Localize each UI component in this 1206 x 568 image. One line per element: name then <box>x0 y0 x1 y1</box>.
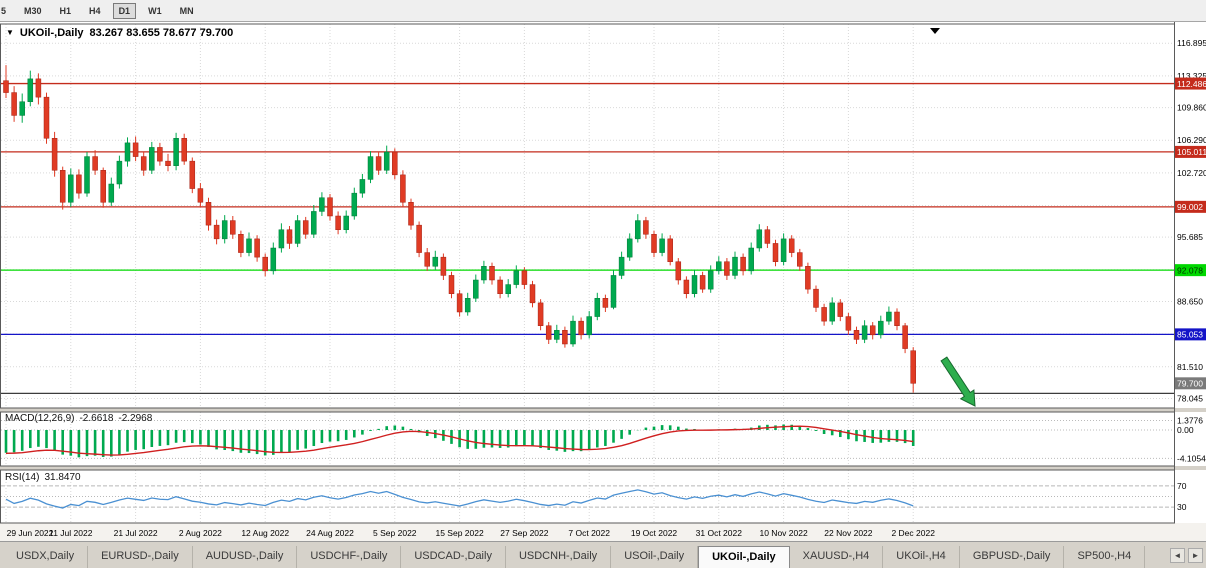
symbol-tabbar: USDX,Daily EURUSD-,Daily AUDUSD-,Daily USDC… <box>0 541 1206 568</box>
svg-text:109.860: 109.860 <box>1177 103 1206 113</box>
svg-text:78.045: 78.045 <box>1177 393 1203 403</box>
svg-text:88.650: 88.650 <box>1177 296 1203 306</box>
tab-usoil-daily[interactable]: USOil-,Daily <box>611 546 699 568</box>
chart-canvas[interactable]: 116.895113.325109.860106.290102.72099.15… <box>0 22 1206 541</box>
svg-text:81.510: 81.510 <box>1177 362 1203 372</box>
svg-text:2 Dec 2022: 2 Dec 2022 <box>891 528 935 538</box>
svg-text:95.685: 95.685 <box>1177 232 1203 242</box>
timeframe-button-mn[interactable]: MN <box>179 5 194 16</box>
svg-text:2 Aug 2022: 2 Aug 2022 <box>179 528 222 538</box>
timeframe-button-5[interactable]: 5 <box>1 5 7 16</box>
tab-ukoil-daily[interactable]: UKOil-,Daily <box>698 546 790 568</box>
tab-usdcad-daily[interactable]: USDCAD-,Daily <box>401 546 506 568</box>
tab-ukoil-h4[interactable]: UKOil-,H4 <box>883 546 960 568</box>
chart-window: 116.895113.325109.860106.290102.72099.15… <box>0 22 1206 541</box>
svg-text:31 Oct 2022: 31 Oct 2022 <box>696 528 743 538</box>
svg-text:15 Sep 2022: 15 Sep 2022 <box>435 528 483 538</box>
svg-text:-4.1054: -4.1054 <box>1177 453 1206 463</box>
svg-text:19 Oct 2022: 19 Oct 2022 <box>631 528 678 538</box>
timeframe-toolbar: 5 M30 H1 H4 D1 W1 MN <box>0 0 1206 22</box>
tab-gbpusd-daily[interactable]: GBPUSD-,Daily <box>960 546 1065 568</box>
tab-scroll-right-icon[interactable]: ► <box>1188 547 1203 563</box>
svg-text:112.486: 112.486 <box>1177 79 1206 89</box>
svg-text:7 Oct 2022: 7 Oct 2022 <box>568 528 610 538</box>
svg-text:30: 30 <box>1177 502 1187 512</box>
tab-usdchf-daily[interactable]: USDCHF-,Daily <box>297 546 402 568</box>
svg-text:85.053: 85.053 <box>1177 330 1203 340</box>
svg-text:79.700: 79.700 <box>1177 379 1203 389</box>
svg-text:106.290: 106.290 <box>1177 135 1206 145</box>
svg-text:22 Nov 2022: 22 Nov 2022 <box>824 528 872 538</box>
timeframe-button-h4[interactable]: H4 <box>89 5 101 16</box>
svg-text:11 Jul 2022: 11 Jul 2022 <box>49 528 93 538</box>
svg-text:21 Jul 2022: 21 Jul 2022 <box>114 528 158 538</box>
tab-eurusd-daily[interactable]: EURUSD-,Daily <box>88 546 193 568</box>
svg-text:102.720: 102.720 <box>1177 168 1206 178</box>
svg-text:10 Nov 2022: 10 Nov 2022 <box>759 528 807 538</box>
svg-text:29 Jun 2022: 29 Jun 2022 <box>7 528 54 538</box>
svg-text:12 Aug 2022: 12 Aug 2022 <box>241 528 289 538</box>
svg-text:1.3776: 1.3776 <box>1177 415 1203 425</box>
timeframe-button-w1[interactable]: W1 <box>148 5 162 16</box>
svg-text:5 Sep 2022: 5 Sep 2022 <box>373 528 417 538</box>
tab-usdx-daily[interactable]: USDX,Daily <box>3 546 89 568</box>
svg-text:99.002: 99.002 <box>1177 202 1203 212</box>
timeframe-button-m30[interactable]: M30 <box>24 5 42 16</box>
svg-text:116.895: 116.895 <box>1177 38 1206 48</box>
timeframe-button-h1[interactable]: H1 <box>59 5 72 16</box>
tab-sp500-h4[interactable]: SP500-,H4 <box>1064 546 1146 568</box>
tab-usdcnh-daily[interactable]: USDCNH-,Daily <box>506 546 612 568</box>
tab-audusd-daily[interactable]: AUDUSD-,Daily <box>193 546 298 568</box>
svg-text:0.00: 0.00 <box>1177 425 1194 435</box>
svg-text:24 Aug 2022: 24 Aug 2022 <box>306 528 354 538</box>
svg-text:92.078: 92.078 <box>1177 265 1203 275</box>
svg-text:27 Sep 2022: 27 Sep 2022 <box>500 528 548 538</box>
svg-text:70: 70 <box>1177 481 1187 491</box>
tab-xauusd-h4[interactable]: XAUUSD-,H4 <box>790 546 884 568</box>
timeframe-button-d1[interactable]: D1 <box>112 2 137 19</box>
svg-text:113.325: 113.325 <box>1177 71 1206 81</box>
svg-text:105.011: 105.011 <box>1177 147 1206 157</box>
tab-scroll-left-icon[interactable]: ◄ <box>1170 547 1185 563</box>
tab-scroll-arrows: ◄ ► <box>1167 542 1206 568</box>
